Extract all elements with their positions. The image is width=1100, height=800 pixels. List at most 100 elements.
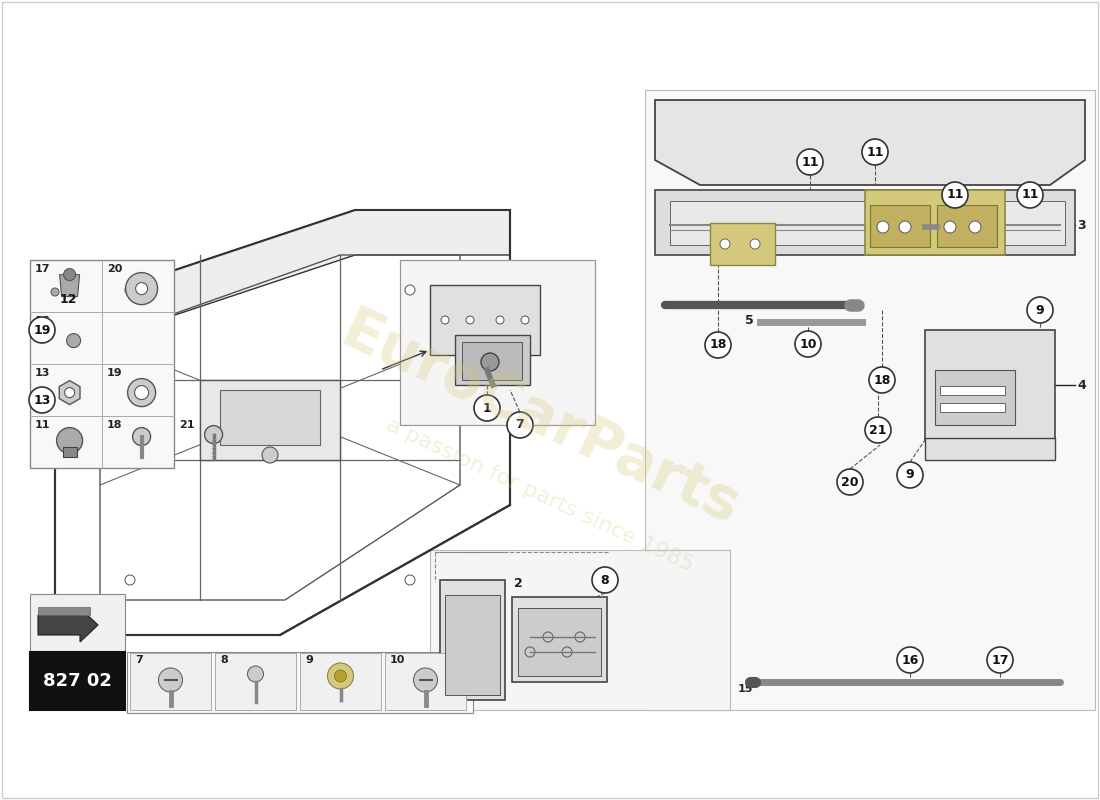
Circle shape: [125, 285, 135, 295]
Text: 12: 12: [60, 293, 77, 306]
Circle shape: [128, 378, 155, 406]
Circle shape: [877, 221, 889, 233]
Circle shape: [65, 388, 75, 398]
Circle shape: [869, 367, 895, 393]
Bar: [645, 90, 1094, 710]
Text: 7: 7: [516, 418, 525, 431]
Circle shape: [1027, 297, 1053, 323]
Text: 13: 13: [35, 368, 51, 378]
Bar: [440, 580, 505, 700]
Bar: [937, 205, 997, 247]
Bar: [925, 330, 1055, 440]
Circle shape: [521, 316, 529, 324]
Text: 21: 21: [179, 420, 195, 430]
Bar: [925, 438, 1055, 460]
Circle shape: [899, 221, 911, 233]
Circle shape: [507, 412, 534, 438]
Text: 8: 8: [601, 574, 609, 586]
Circle shape: [837, 469, 864, 495]
Circle shape: [865, 417, 891, 443]
Circle shape: [262, 447, 278, 463]
Text: 15: 15: [738, 684, 754, 694]
Bar: [300, 653, 381, 710]
Text: 20: 20: [107, 264, 122, 274]
Text: 20: 20: [842, 475, 859, 489]
Bar: [455, 335, 530, 385]
Bar: [214, 653, 296, 710]
Circle shape: [67, 334, 80, 347]
Circle shape: [969, 221, 981, 233]
Text: 2: 2: [514, 577, 522, 590]
Bar: [670, 201, 1065, 245]
Circle shape: [474, 395, 500, 421]
Circle shape: [496, 316, 504, 324]
Bar: [30, 594, 125, 652]
Circle shape: [405, 285, 415, 295]
Circle shape: [720, 239, 730, 249]
Text: 9: 9: [305, 655, 312, 665]
Circle shape: [158, 668, 183, 692]
Text: 11: 11: [35, 420, 51, 430]
Text: 21: 21: [869, 423, 887, 437]
Circle shape: [64, 269, 76, 281]
Circle shape: [987, 647, 1013, 673]
Text: 11: 11: [801, 155, 818, 169]
Circle shape: [944, 221, 956, 233]
Text: 11: 11: [1021, 189, 1038, 202]
Circle shape: [592, 567, 618, 593]
Text: 17: 17: [991, 654, 1009, 666]
Bar: [63, 446, 77, 457]
Text: 18: 18: [107, 420, 122, 430]
Text: 9: 9: [1036, 303, 1044, 317]
Circle shape: [705, 332, 732, 358]
Polygon shape: [59, 381, 80, 405]
Text: 19: 19: [107, 368, 122, 378]
Circle shape: [51, 288, 59, 296]
Text: 4: 4: [1077, 379, 1086, 392]
Circle shape: [405, 575, 415, 585]
Circle shape: [135, 282, 147, 294]
Bar: [30, 260, 174, 468]
Bar: [39, 607, 90, 615]
Circle shape: [798, 149, 823, 175]
Text: 9: 9: [905, 469, 914, 482]
Polygon shape: [200, 380, 340, 460]
Bar: [940, 403, 1005, 412]
Bar: [400, 260, 595, 425]
Text: 3: 3: [1077, 219, 1086, 232]
Text: 827 02: 827 02: [43, 672, 111, 690]
Circle shape: [481, 353, 499, 371]
Text: 13: 13: [33, 394, 51, 406]
Circle shape: [862, 139, 888, 165]
Polygon shape: [59, 274, 79, 297]
Text: EuroCarParts: EuroCarParts: [332, 302, 748, 538]
Circle shape: [248, 666, 264, 682]
Polygon shape: [39, 608, 98, 642]
Circle shape: [896, 462, 923, 488]
Circle shape: [328, 663, 353, 689]
Circle shape: [56, 427, 82, 454]
Text: 11: 11: [867, 146, 883, 158]
Text: 1: 1: [483, 402, 492, 414]
Circle shape: [1018, 182, 1043, 208]
Text: 11: 11: [946, 189, 964, 202]
Bar: [518, 608, 601, 676]
Circle shape: [205, 426, 222, 443]
Text: 18: 18: [710, 338, 727, 351]
Circle shape: [942, 182, 968, 208]
Circle shape: [133, 427, 151, 446]
Text: a passion for parts since 1985: a passion for parts since 1985: [383, 414, 697, 575]
Circle shape: [441, 316, 449, 324]
Bar: [385, 653, 466, 710]
Bar: [130, 653, 211, 710]
Text: 6: 6: [685, 234, 694, 247]
Circle shape: [125, 273, 157, 305]
Text: 19: 19: [33, 323, 51, 337]
Text: 7: 7: [135, 655, 143, 665]
Text: 10: 10: [390, 655, 406, 665]
Polygon shape: [55, 210, 510, 340]
Bar: [935, 370, 1015, 425]
Polygon shape: [220, 390, 320, 445]
Circle shape: [414, 668, 438, 692]
Circle shape: [334, 670, 346, 682]
